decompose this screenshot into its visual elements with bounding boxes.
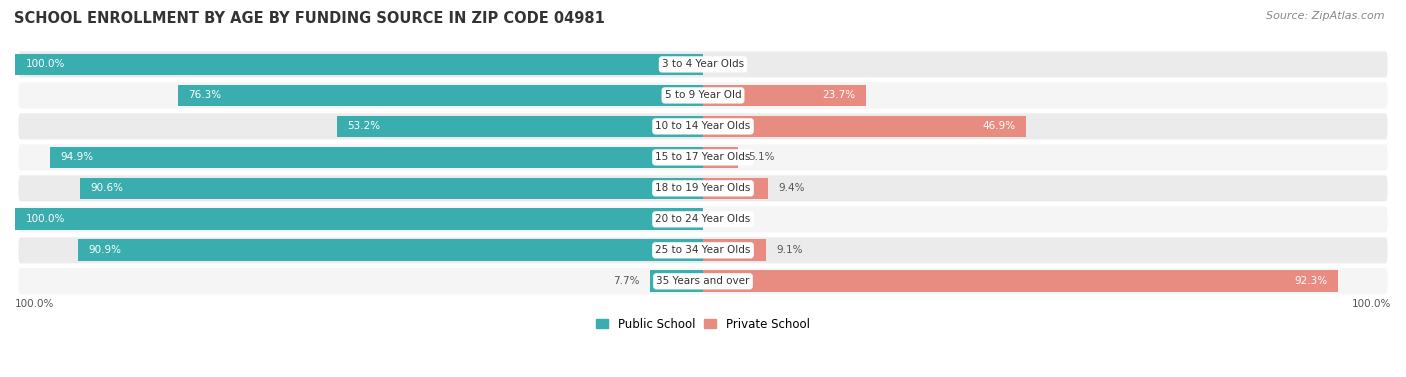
FancyBboxPatch shape bbox=[18, 206, 1388, 232]
Bar bbox=[51, 147, 703, 168]
Text: 7.7%: 7.7% bbox=[613, 276, 640, 286]
Text: 90.9%: 90.9% bbox=[89, 245, 121, 255]
Bar bbox=[703, 270, 1339, 292]
Bar bbox=[77, 239, 703, 261]
Text: 100.0%: 100.0% bbox=[25, 215, 65, 224]
Bar bbox=[179, 84, 703, 106]
Legend: Public School, Private School: Public School, Private School bbox=[592, 313, 814, 336]
Bar bbox=[15, 54, 703, 75]
Bar bbox=[650, 270, 703, 292]
Text: 15 to 17 Year Olds: 15 to 17 Year Olds bbox=[655, 152, 751, 162]
Text: 46.9%: 46.9% bbox=[983, 121, 1015, 132]
Text: 23.7%: 23.7% bbox=[823, 90, 856, 100]
Text: 76.3%: 76.3% bbox=[188, 90, 222, 100]
FancyBboxPatch shape bbox=[18, 175, 1388, 201]
Bar bbox=[703, 115, 1025, 137]
Text: 5.1%: 5.1% bbox=[748, 152, 775, 162]
Bar bbox=[703, 147, 738, 168]
Text: 10 to 14 Year Olds: 10 to 14 Year Olds bbox=[655, 121, 751, 132]
Text: 35 Years and over: 35 Years and over bbox=[657, 276, 749, 286]
Text: 9.1%: 9.1% bbox=[776, 245, 803, 255]
Text: 92.3%: 92.3% bbox=[1295, 276, 1327, 286]
Text: SCHOOL ENROLLMENT BY AGE BY FUNDING SOURCE IN ZIP CODE 04981: SCHOOL ENROLLMENT BY AGE BY FUNDING SOUR… bbox=[14, 11, 605, 26]
Text: 100.0%: 100.0% bbox=[25, 60, 65, 69]
Text: 25 to 34 Year Olds: 25 to 34 Year Olds bbox=[655, 245, 751, 255]
FancyBboxPatch shape bbox=[18, 237, 1388, 264]
Bar bbox=[703, 178, 768, 199]
Text: 9.4%: 9.4% bbox=[778, 183, 804, 193]
Text: 100.0%: 100.0% bbox=[15, 299, 55, 309]
Bar bbox=[15, 208, 703, 230]
FancyBboxPatch shape bbox=[18, 144, 1388, 170]
Text: 20 to 24 Year Olds: 20 to 24 Year Olds bbox=[655, 215, 751, 224]
Text: 5 to 9 Year Old: 5 to 9 Year Old bbox=[665, 90, 741, 100]
Bar bbox=[703, 239, 766, 261]
Text: 100.0%: 100.0% bbox=[1351, 299, 1391, 309]
Text: 90.6%: 90.6% bbox=[90, 183, 122, 193]
Text: 18 to 19 Year Olds: 18 to 19 Year Olds bbox=[655, 183, 751, 193]
Text: 94.9%: 94.9% bbox=[60, 152, 94, 162]
Bar bbox=[80, 178, 703, 199]
Text: Source: ZipAtlas.com: Source: ZipAtlas.com bbox=[1267, 11, 1385, 21]
FancyBboxPatch shape bbox=[18, 113, 1388, 139]
Bar bbox=[337, 115, 703, 137]
Bar bbox=[703, 84, 866, 106]
FancyBboxPatch shape bbox=[18, 268, 1388, 294]
FancyBboxPatch shape bbox=[18, 83, 1388, 109]
Text: 53.2%: 53.2% bbox=[347, 121, 381, 132]
FancyBboxPatch shape bbox=[18, 51, 1388, 77]
Text: 3 to 4 Year Olds: 3 to 4 Year Olds bbox=[662, 60, 744, 69]
